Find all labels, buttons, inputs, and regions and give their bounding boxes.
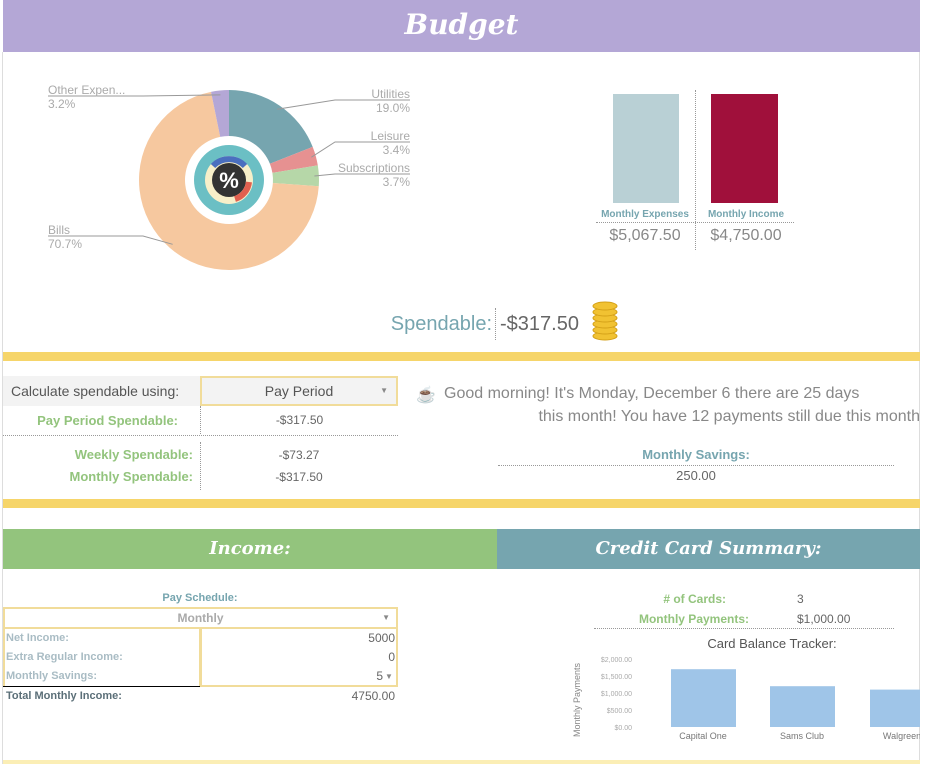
- x-tick-label: Capital One: [679, 731, 727, 741]
- monthly-income-bar: [711, 94, 778, 203]
- x-tick-label: Sams Club: [780, 731, 824, 741]
- payments-label: Monthly Payments:: [638, 612, 749, 626]
- cards-label: # of Cards:: [663, 592, 726, 606]
- divider: [695, 90, 696, 250]
- pie-label: Utilities: [371, 87, 410, 101]
- pie-percent: 3.2%: [48, 97, 76, 111]
- y-axis-label: Monthly Payments: [572, 662, 582, 737]
- income-header: Income:: [3, 529, 497, 569]
- greeting-line-2: this month! You have 12 payments still d…: [538, 408, 920, 425]
- income-label: Monthly Income: [707, 209, 785, 220]
- calc-method-dropdown[interactable]: Pay Period ▼: [200, 376, 398, 406]
- expenses-label: Monthly Expenses: [601, 209, 689, 220]
- pay-period-value: -$317.50: [200, 406, 398, 434]
- expense-pie-chart: Utilities19.0%Leisure3.4%Subscriptions3.…: [48, 83, 411, 270]
- y-tick-label: $1,500.00: [601, 674, 632, 681]
- pie-slice-utilities: [229, 90, 313, 164]
- savings-value: 250.00: [676, 468, 716, 483]
- monthly-savings-label: Monthly Savings:: [6, 670, 98, 682]
- pie-slice-bills: [139, 91, 319, 270]
- payments-value: $1,000.00: [797, 612, 851, 626]
- income-value: $4,750.00: [710, 227, 782, 244]
- monthly-label: Monthly Spendable:: [69, 469, 194, 484]
- divider: [200, 442, 201, 490]
- cards-value: 3: [797, 592, 804, 606]
- pie-percent: 19.0%: [376, 101, 410, 115]
- spendable-value: -$317.50: [500, 313, 579, 335]
- weekly-label: Weekly Spendable:: [74, 447, 193, 462]
- coins-icon: [592, 301, 618, 341]
- spendable-label: Spendable:: [390, 313, 492, 335]
- monthly-savings-dropdown[interactable]: 5: [376, 669, 383, 683]
- pie-percent: 3.7%: [383, 175, 411, 189]
- net-income-input[interactable]: 5000: [368, 631, 395, 645]
- expenses-value: $5,067.50: [609, 227, 681, 244]
- right-border: [919, 52, 921, 764]
- divider: [3, 686, 200, 687]
- divider: [594, 628, 894, 629]
- bar-sams-club: [770, 686, 835, 727]
- divider: [596, 222, 794, 223]
- pie-percent: 70.7%: [48, 237, 82, 251]
- bar-capital-one: [671, 669, 736, 727]
- total-income-value: 4750.00: [351, 689, 395, 703]
- section-divider: [3, 760, 920, 764]
- credit-card-header: Credit Card Summary:: [497, 529, 920, 569]
- chevron-down-icon: ▼: [380, 386, 388, 395]
- y-tick-label: $500.00: [607, 708, 632, 715]
- monthly-value: -$317.50: [275, 470, 323, 484]
- pie-label: Subscriptions: [338, 161, 410, 175]
- dropdown-value: Monthly: [177, 611, 224, 625]
- coffee-icon: ☕: [416, 387, 436, 404]
- total-income-label: Total Monthly Income:: [6, 690, 122, 702]
- dropdown-value: Pay Period: [264, 383, 334, 399]
- y-tick-label: $1,000.00: [601, 691, 632, 698]
- leader-line: [314, 173, 410, 177]
- svg-text:%: %: [219, 168, 239, 193]
- card-balance-chart: Card Balance Tracker: Monthly Payments $2,…: [572, 636, 920, 741]
- chevron-down-icon: ▼: [382, 613, 390, 622]
- divider: [495, 308, 496, 340]
- pie-percent: 3.4%: [383, 143, 411, 157]
- leader-line: [276, 99, 410, 110]
- page-title: Budget: [3, 0, 920, 52]
- pay-schedule-label: Pay Schedule:: [162, 592, 238, 604]
- pie-slice-subscriptions: [272, 165, 319, 187]
- bar-walgreen: [870, 689, 920, 727]
- pay-period-label: Pay Period Spendable:: [37, 413, 178, 428]
- divider: [498, 465, 894, 466]
- chevron-down-icon[interactable]: ▼: [385, 672, 393, 681]
- pie-label: Bills: [48, 223, 70, 237]
- pay-schedule-dropdown[interactable]: Monthly ▼: [3, 607, 398, 629]
- calc-label: Calculate spendable using:: [3, 376, 200, 406]
- pie-label: Other Expen...: [48, 83, 125, 97]
- income-value-box: [200, 629, 398, 687]
- pie-slice-other-expen-: [211, 90, 229, 137]
- left-border: [0, 52, 3, 764]
- monthly-expenses-bar: [613, 94, 679, 203]
- section-divider: [3, 499, 920, 508]
- chart-title: Card Balance Tracker:: [707, 636, 836, 651]
- leader-line: [311, 141, 410, 158]
- pie-label: Leisure: [371, 129, 411, 143]
- divider: [3, 435, 398, 436]
- percent-icon: %: [189, 140, 269, 220]
- y-tick-label: $0.00: [614, 725, 632, 732]
- net-income-label: Net Income:: [6, 632, 69, 644]
- leader-line: [48, 235, 173, 245]
- x-tick-label: Walgreen: [883, 731, 920, 741]
- section-divider: [3, 352, 920, 361]
- greeting-line-1: Good morning! It's Monday, December 6 th…: [444, 385, 860, 402]
- y-tick-label: $2,000.00: [601, 657, 632, 664]
- extra-income-input[interactable]: 0: [388, 650, 395, 664]
- pie-slice-leisure: [269, 146, 318, 173]
- leader-line: [48, 94, 221, 97]
- weekly-value: -$73.27: [278, 448, 320, 462]
- extra-income-label: Extra Regular Income:: [6, 651, 123, 663]
- savings-label: Monthly Savings:: [642, 447, 750, 462]
